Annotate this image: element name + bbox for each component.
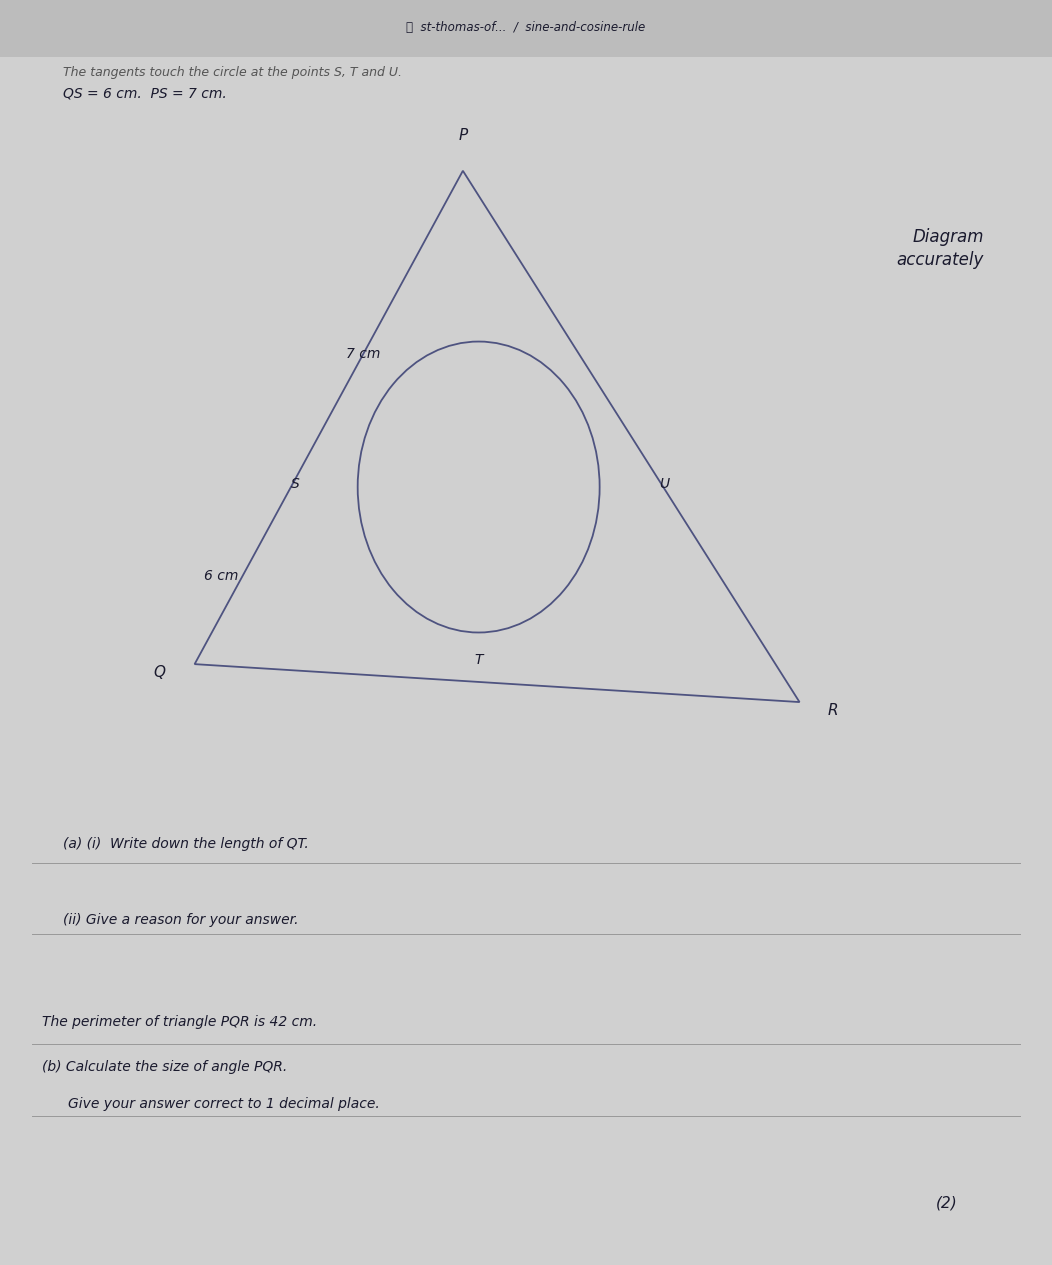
Text: Give your answer correct to 1 decimal place.: Give your answer correct to 1 decimal pl… (68, 1097, 380, 1111)
Text: 7 cm: 7 cm (346, 347, 380, 362)
Text: QS = 6 cm.  PS = 7 cm.: QS = 6 cm. PS = 7 cm. (63, 86, 227, 100)
Text: P: P (459, 128, 467, 143)
Bar (0, 0, 1052, 57)
Text: The tangents touch the circle at the points S, T and U.: The tangents touch the circle at the poi… (63, 66, 402, 78)
Text: (2): (2) (935, 1195, 957, 1211)
Text: 6 cm: 6 cm (204, 568, 238, 583)
Text: S: S (291, 477, 300, 492)
Text: T: T (474, 653, 483, 667)
Text: (b) Calculate the size of angle PQR.: (b) Calculate the size of angle PQR. (42, 1060, 287, 1074)
Text: Diagram
accurately: Diagram accurately (896, 228, 984, 269)
Text: U: U (660, 477, 670, 492)
Text: (a) (i)  Write down the length of QT.: (a) (i) Write down the length of QT. (63, 837, 309, 851)
Text: The perimeter of triangle PQR is 42 cm.: The perimeter of triangle PQR is 42 cm. (42, 1015, 318, 1028)
Text: Q: Q (154, 665, 165, 681)
Text: (ii) Give a reason for your answer.: (ii) Give a reason for your answer. (63, 913, 299, 927)
Text: R: R (828, 703, 838, 719)
Text: ⓘ  st-thomas-of...  /  sine-and-cosine-rule: ⓘ st-thomas-of... / sine-and-cosine-rule (406, 22, 646, 34)
